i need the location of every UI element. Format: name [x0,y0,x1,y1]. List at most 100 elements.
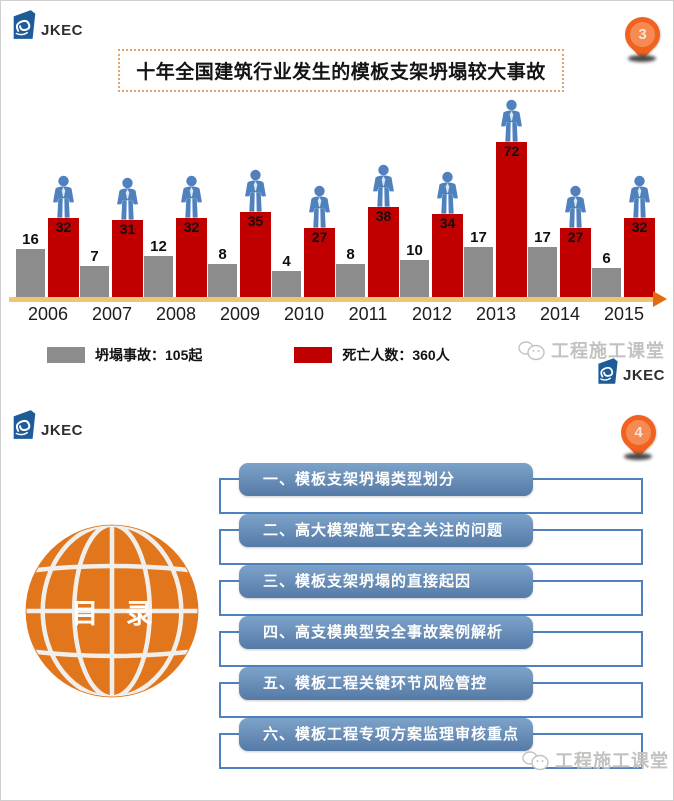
legend-entry-accidents: 坍塌事故：105起 [47,345,202,365]
page-number: 3 [629,22,655,47]
bar-chart: 16 32 7 31 12 32 8 35 4 27 8 38 10 34 17 72 17 27 6 32 [16,99,655,297]
toc-item-label: 四、高支模典型安全事故案例解析 [239,616,533,649]
slide-chart: JKEC 3 十年全国建筑行业发生的模板支架坍塌较大事故 16 32 7 31 12 32… [1,1,673,395]
deaths-bar: 31 [112,220,143,297]
deaths-value-label: 38 [375,208,392,224]
bar-group: 10 34 [400,171,464,297]
jkec-logo: JKEC [11,9,83,40]
year-label: 2008 [155,304,197,324]
x-axis-labels: 2006 2007 2008 2009 2010 2011 2012 2013 2014 2015 [17,304,655,325]
pin-shadow [624,453,652,460]
wechat-icon [516,340,546,361]
accidents-value-label: 8 [218,246,227,263]
globe-icon [25,524,199,698]
year-label: 2010 [283,304,325,324]
accidents-bar [336,264,365,297]
deaths-value-label: 72 [503,143,520,159]
bar-group: 8 35 [208,169,272,297]
bar-group: 4 27 [272,185,336,297]
year-label: 2015 [603,304,645,324]
deaths-value-label: 27 [311,229,328,245]
toc-item: 二、高大模架施工安全关注的问题 [219,514,643,566]
person-icon [431,171,464,216]
year-label: 2012 [411,304,453,324]
x-axis-line [9,297,657,302]
year-label: 2009 [219,304,261,324]
x-axis-arrow-icon [653,291,667,307]
page-marker-pin: 3 [611,9,673,62]
accidents-bar [464,247,493,297]
person-icon [239,169,272,214]
accidents-value-label: 17 [534,229,551,246]
accidents-value-label: 10 [406,242,423,259]
watermark: 工程施工课堂 [520,747,669,773]
gray-swatch [47,347,85,363]
accidents-bar [272,271,301,297]
toc-item: 一、模板支架坍塌类型划分 [219,463,643,515]
jkec-logo-icon [11,9,38,40]
deaths-bar: 32 [624,218,655,297]
person-icon [559,185,592,230]
watermark-text: 工程施工课堂 [551,341,665,361]
page-number: 4 [625,420,651,445]
accidents-bar [16,249,45,297]
deaths-value-label: 32 [631,219,648,235]
bar-group: 12 32 [144,175,208,297]
toc-item-label: 五、模板工程关键环节风险管控 [239,667,533,700]
deaths-bar: 32 [176,218,207,297]
toc-globe: 目 录 [22,521,202,701]
jkec-logo-text: JKEC [41,422,84,439]
accidents-value-label: 17 [470,229,487,246]
toc-item: 四、高支模典型安全事故案例解析 [219,616,643,668]
legend-entry-deaths: 死亡人数：360人 [294,345,450,365]
wechat-icon [520,750,550,771]
toc-item: 三、模板支架坍塌的直接起因 [219,565,643,617]
toc-item-label: 二、高大模架施工安全关注的问题 [239,514,533,547]
year-label: 2011 [348,304,388,324]
deaths-bar: 27 [560,228,591,297]
accidents-bar [400,260,429,297]
accidents-value-label: 6 [602,250,611,267]
pin-icon: 3 [617,9,667,60]
accidents-value-label: 12 [150,238,167,255]
deaths-value-label: 35 [247,213,264,229]
bar-group: 17 27 [528,185,592,297]
jkec-logo-icon [596,357,620,385]
bar-group: 7 31 [80,177,143,297]
bar-group: 16 32 [16,175,80,297]
year-label: 2014 [539,304,581,324]
person-icon [47,175,80,220]
deaths-bar: 72 [496,142,527,297]
deaths-value-label: 34 [439,215,456,231]
watermark-text: 工程施工课堂 [555,751,669,771]
deaths-bar: 27 [304,228,335,297]
deaths-value-label: 27 [567,229,584,245]
slide-toc: JKEC 4 目 录 一、模板支架 [1,399,673,800]
legend-label: 死亡人数：360人 [342,347,450,363]
deaths-bar: 35 [240,212,271,297]
year-label: 2007 [91,304,133,324]
jkec-logo-small: JKEC [596,357,665,385]
person-icon [495,99,528,144]
pin-shadow [628,55,656,62]
bar-group: 8 38 [336,164,399,297]
deaths-bar: 34 [432,214,463,297]
toc-item: 六、模板工程专项方案监理审核重点 [219,718,643,770]
person-icon [175,175,208,220]
accidents-bar [528,247,557,297]
bar-group: 17 72 [464,99,528,297]
person-icon [303,185,336,230]
chart-legend: 坍塌事故：105起 死亡人数：360人 [47,345,450,365]
bar-group: 6 32 [592,175,655,297]
watermark-row: 工程施工课堂 [516,337,665,363]
watermark: 工程施工课堂 JKEC [516,337,665,385]
jkec-logo-text: JKEC [622,367,665,384]
accidents-value-label: 4 [282,253,291,270]
toc-globe-label: 目 录 [71,598,163,629]
year-label: 2013 [475,304,517,324]
accidents-value-label: 7 [90,248,99,265]
chart-title: 十年全国建筑行业发生的模板支架坍塌较大事故 [118,49,564,92]
accidents-bar [208,264,237,297]
toc-item-label: 三、模板支架坍塌的直接起因 [239,565,533,598]
